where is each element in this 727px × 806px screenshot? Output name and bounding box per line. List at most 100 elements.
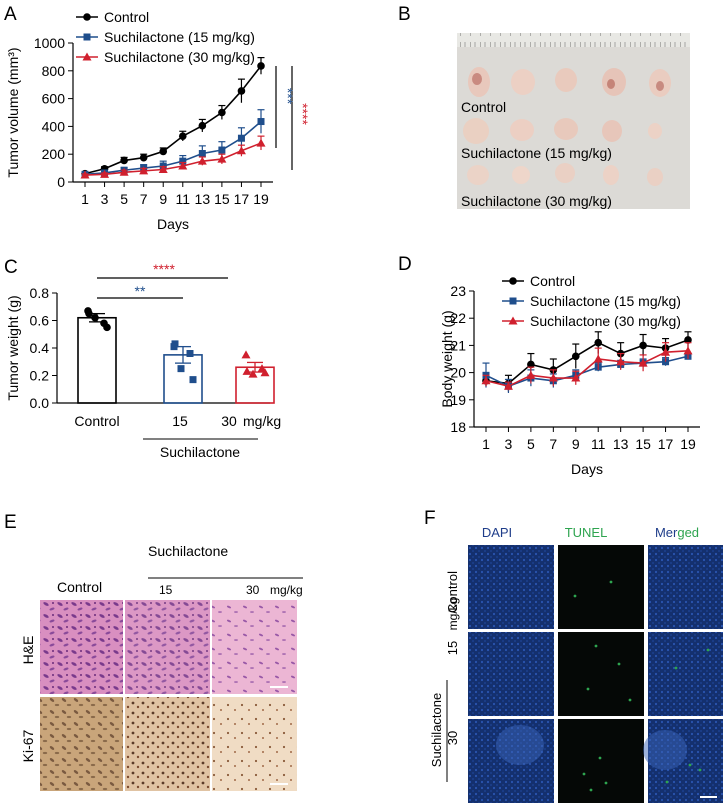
y-tick-label: 800 bbox=[42, 63, 66, 79]
image-ki67-15 bbox=[125, 697, 210, 791]
histology-row-he: H&E bbox=[20, 636, 36, 665]
data-point bbox=[638, 358, 648, 367]
legend-label: Suchilactone (30 mg/kg) bbox=[530, 313, 681, 329]
x-tick-label: 19 bbox=[253, 191, 269, 207]
x-tick-label: 3 bbox=[505, 436, 513, 452]
x-tick-label: 7 bbox=[140, 191, 148, 207]
x-tick-label: 13 bbox=[195, 191, 211, 207]
data-point bbox=[571, 352, 580, 361]
tunel-dot bbox=[698, 768, 702, 772]
sig-stars-30: **** bbox=[153, 261, 175, 277]
sig-stars-15: ** bbox=[135, 283, 146, 299]
image-dapi-15 bbox=[468, 632, 554, 716]
y-tick-label: 23 bbox=[450, 283, 466, 299]
chart-tumor-weight: 0.0 0.2 0.4 0.6 0.8 Tumor weight (g) Control 15… bbox=[5, 261, 281, 460]
image-tunel-control bbox=[558, 545, 644, 629]
group-label: Suchilactone bbox=[160, 444, 240, 460]
data-point bbox=[503, 381, 513, 390]
x-tick-label: 19 bbox=[680, 436, 696, 452]
tunel-row-30: 30 bbox=[445, 731, 460, 745]
tunel-dot bbox=[706, 648, 710, 652]
data-point bbox=[593, 354, 603, 363]
panel-label-c: C bbox=[4, 257, 18, 278]
x-tick-label: 30 bbox=[221, 413, 237, 429]
tunel-dot bbox=[594, 644, 598, 648]
y-tick-label: 19 bbox=[450, 392, 466, 408]
tunel-dot bbox=[573, 594, 577, 598]
data-point bbox=[526, 370, 536, 379]
tunel-dot bbox=[598, 756, 602, 760]
data-point bbox=[139, 166, 149, 175]
merged-bright-region bbox=[643, 730, 687, 770]
panel-label-a: A bbox=[4, 4, 17, 25]
legend-label: Suchilactone (15 mg/kg) bbox=[530, 293, 681, 309]
data-point bbox=[256, 138, 266, 147]
tunel-panel: DAPI TUNEL Merged Control Suchilactone 1… bbox=[429, 525, 723, 803]
tunel-dot bbox=[617, 662, 621, 666]
photo-label-control: Control bbox=[461, 99, 506, 115]
x-tick-label: 5 bbox=[120, 191, 128, 207]
image-dapi-control bbox=[468, 545, 554, 629]
series-line-0 bbox=[84, 65, 262, 175]
y-axis-title: Tumor weight (g) bbox=[5, 295, 21, 400]
series-line-1 bbox=[485, 355, 689, 388]
data-point bbox=[594, 338, 603, 347]
data-point bbox=[103, 323, 111, 332]
data-point bbox=[158, 164, 168, 173]
photo-label-30: Suchilactone (30 mg/kg) bbox=[461, 193, 612, 209]
image-tunel-15 bbox=[558, 632, 644, 716]
y-tick-label: 18 bbox=[450, 419, 466, 435]
x-tick-label: 1 bbox=[81, 191, 89, 207]
histology-col-30: 30 bbox=[246, 583, 260, 597]
x-tick-label: 15 bbox=[172, 413, 188, 429]
series-line-0 bbox=[485, 339, 689, 385]
tunel-dot bbox=[688, 763, 692, 767]
data-point bbox=[237, 87, 246, 95]
image-he-15 bbox=[125, 600, 210, 694]
data-point bbox=[241, 350, 251, 359]
y-axis-title: Tumor volume (mm³) bbox=[5, 47, 21, 177]
tunel-row-15: 15 bbox=[445, 641, 460, 655]
legend-marker bbox=[508, 316, 518, 325]
legend-label: Control bbox=[530, 273, 575, 289]
x-tick-label: 17 bbox=[658, 436, 674, 452]
series-line-1 bbox=[84, 120, 262, 176]
data-point bbox=[189, 376, 197, 384]
data-point bbox=[248, 369, 258, 378]
data-point bbox=[85, 309, 93, 318]
data-point bbox=[171, 340, 179, 348]
image-tunel-30 bbox=[558, 719, 644, 803]
legend-marker bbox=[82, 52, 92, 61]
tunel-col-dapi: DAPI bbox=[482, 525, 512, 540]
y-tick-label: 1000 bbox=[34, 35, 65, 51]
data-point bbox=[639, 341, 647, 350]
tunel-positive-dots bbox=[573, 580, 710, 792]
series-line-2 bbox=[84, 142, 262, 176]
y-tick-label: 0.0 bbox=[30, 395, 50, 411]
legend-label: Suchilactone (15 mg/kg) bbox=[104, 29, 255, 45]
merged-part-b: ged bbox=[677, 525, 699, 540]
y-tick-label: 0.6 bbox=[30, 313, 50, 329]
image-merged-15 bbox=[648, 632, 723, 716]
data-point bbox=[236, 146, 246, 155]
ruler bbox=[457, 33, 690, 47]
series-line-2 bbox=[485, 350, 689, 388]
data-point bbox=[683, 346, 693, 355]
image-merged-control bbox=[648, 545, 723, 629]
data-point bbox=[237, 134, 245, 142]
data-point bbox=[218, 108, 226, 117]
data-point bbox=[684, 336, 692, 344]
x-tick-label: 5 bbox=[527, 436, 535, 452]
y-tick-label: 0.4 bbox=[30, 340, 50, 356]
image-he-30 bbox=[212, 600, 297, 694]
y-tick-label: 0 bbox=[57, 174, 65, 190]
image-he-control bbox=[40, 600, 123, 694]
tumor-photo: Control Suchilactone (15 mg/kg) Suchilac… bbox=[457, 33, 690, 209]
data-point bbox=[186, 350, 194, 357]
data-point bbox=[198, 121, 207, 130]
tunel-unit: mg/kg bbox=[446, 598, 460, 631]
data-point bbox=[120, 156, 128, 165]
x-tick-label: 11 bbox=[591, 436, 606, 452]
tunel-dot bbox=[586, 687, 590, 691]
